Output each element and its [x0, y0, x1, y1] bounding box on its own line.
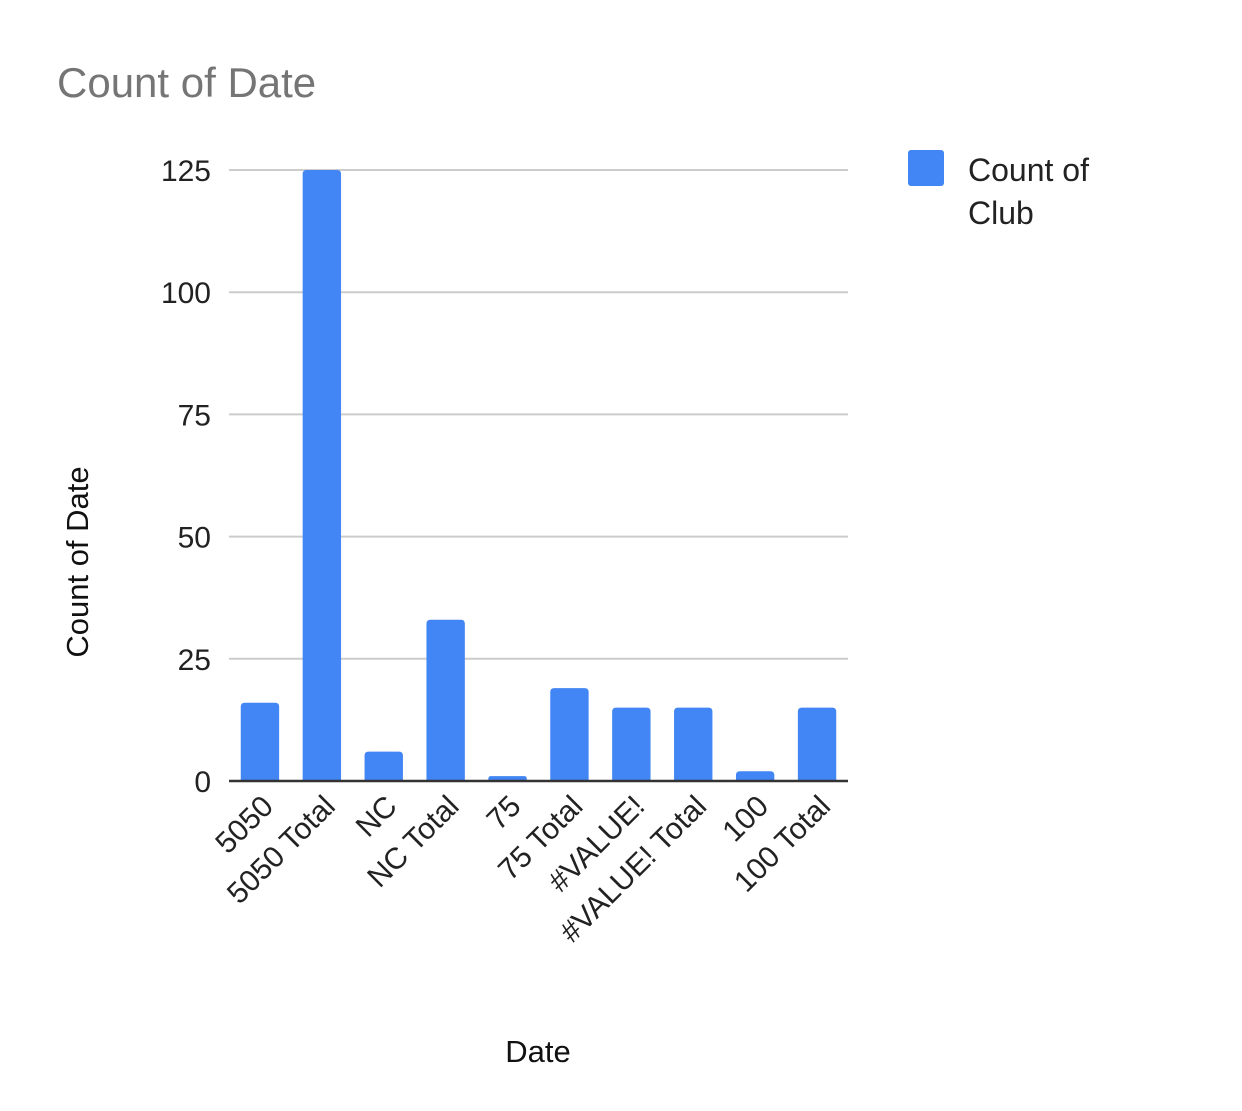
bar — [302, 170, 342, 781]
y-tick-label: 50 — [178, 522, 211, 555]
x-tick-label: 75 — [481, 790, 528, 837]
bar — [364, 751, 403, 781]
y-axis-title: Count of Date — [60, 466, 95, 657]
bar — [674, 707, 713, 781]
y-axis-tick-labels: 0 25 50 75 100 125 — [161, 155, 211, 799]
bar — [735, 771, 775, 781]
bar — [240, 702, 280, 781]
legend: Count of Club — [908, 150, 1098, 231]
bar — [426, 619, 465, 781]
bar — [612, 707, 651, 781]
y-tick-label: 0 — [194, 766, 211, 799]
legend-label-line-2: Club — [968, 195, 1034, 231]
y-tick-label: 100 — [161, 277, 211, 310]
y-tick-label: 75 — [178, 399, 211, 432]
x-axis-title: Date — [505, 1034, 570, 1069]
y-tick-label: 125 — [161, 155, 211, 188]
chart-title: Count of Date — [57, 59, 316, 106]
legend-label-line-1: Count of — [968, 152, 1089, 188]
legend-swatch — [908, 150, 944, 186]
bars — [240, 170, 837, 781]
bar — [550, 688, 589, 781]
y-tick-label: 25 — [178, 644, 211, 677]
legend-label: Count of Club — [968, 152, 1098, 231]
bar — [797, 707, 837, 781]
